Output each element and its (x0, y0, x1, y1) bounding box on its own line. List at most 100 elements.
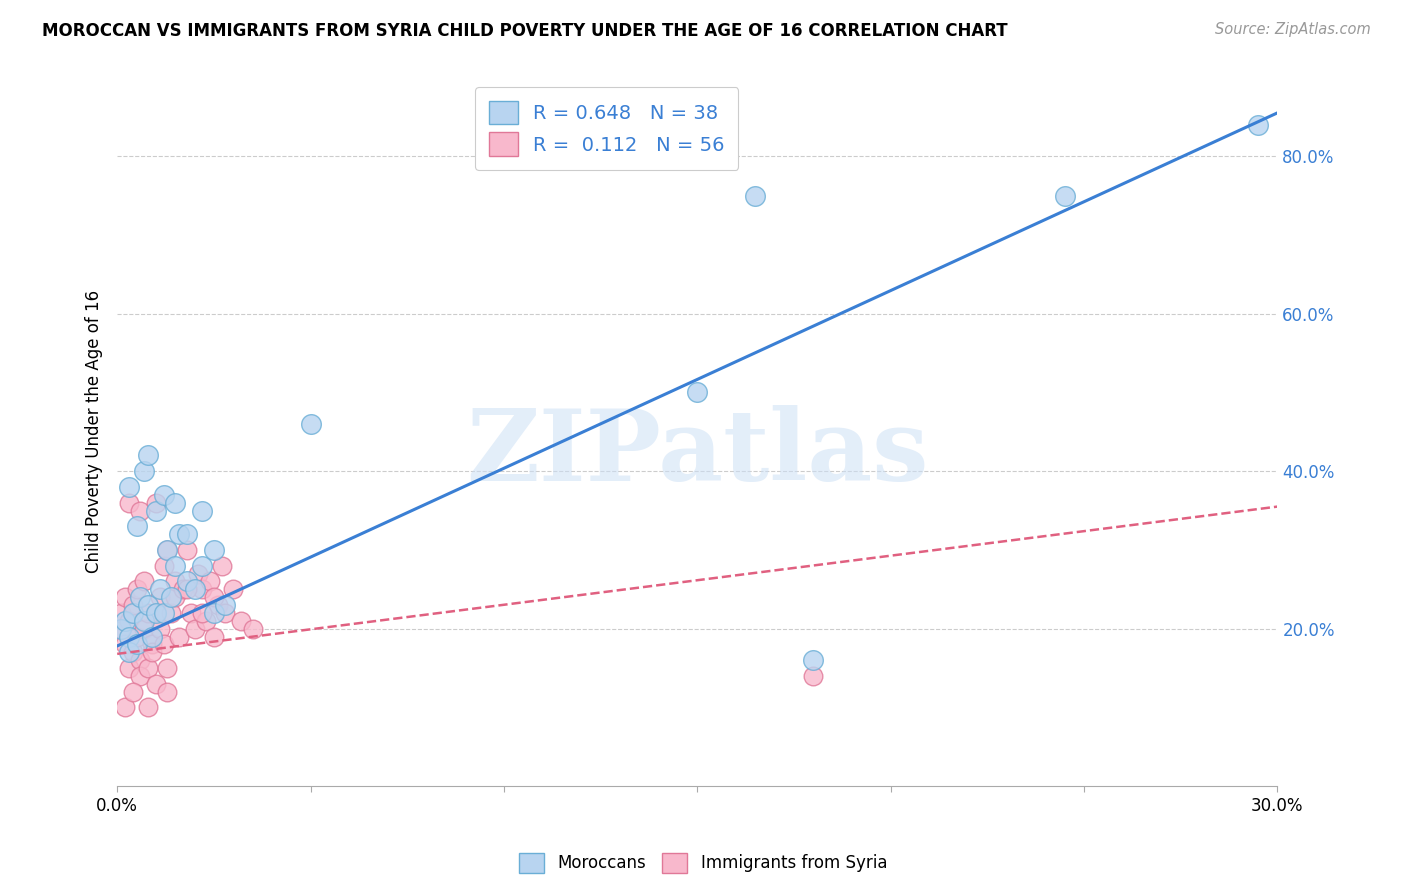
Point (152, 488, 174, 502)
Point (156, 542, 179, 557)
Point (1247, 118, 1270, 132)
Point (801, 669, 824, 683)
Point (686, 385, 709, 400)
Legend: Moroccans, Immigrants from Syria: Moroccans, Immigrants from Syria (512, 847, 894, 880)
Point (211, 558, 233, 573)
Point (187, 566, 209, 581)
Point (134, 464, 156, 478)
Point (141, 637, 163, 651)
Text: ZIPatlas: ZIPatlas (465, 405, 928, 501)
Point (110, 622, 132, 636)
Legend: R = 0.648   N = 38, R =  0.112   N = 56: R = 0.648 N = 38, R = 0.112 N = 56 (475, 87, 738, 169)
Point (299, 417, 322, 431)
Point (145, 677, 167, 691)
Point (118, 661, 141, 675)
Point (152, 558, 174, 573)
Point (202, 590, 225, 604)
Point (145, 496, 167, 510)
Point (202, 630, 225, 644)
Point (118, 496, 141, 510)
Text: MOROCCAN VS IMMIGRANTS FROM SYRIA CHILD POVERTY UNDER THE AGE OF 16 CORRELATION : MOROCCAN VS IMMIGRANTS FROM SYRIA CHILD … (42, 22, 1008, 40)
Point (136, 606, 159, 620)
Point (165, 590, 187, 604)
Point (129, 669, 152, 683)
Point (183, 622, 205, 636)
Y-axis label: Child Poverty Under the Age of 16: Child Poverty Under the Age of 16 (86, 290, 103, 574)
Point (214, 606, 236, 620)
Point (149, 590, 172, 604)
Point (207, 598, 229, 612)
Point (110, 606, 132, 620)
Point (136, 598, 159, 612)
Point (156, 661, 179, 675)
Point (191, 558, 214, 573)
Point (121, 684, 143, 698)
Point (191, 503, 214, 517)
Point (176, 582, 198, 597)
Point (125, 519, 148, 533)
Point (136, 700, 159, 714)
Point (156, 684, 179, 698)
Point (134, 622, 156, 636)
Point (165, 574, 187, 589)
Point (214, 598, 236, 612)
Point (114, 637, 136, 651)
Point (167, 630, 190, 644)
Point (136, 661, 159, 675)
Point (801, 653, 824, 667)
Text: Source: ZipAtlas.com: Source: ZipAtlas.com (1215, 22, 1371, 37)
Point (121, 606, 143, 620)
Point (110, 622, 132, 636)
Point (141, 630, 163, 644)
Point (160, 590, 183, 604)
Point (183, 582, 205, 597)
Point (744, 188, 766, 202)
Point (145, 503, 167, 517)
Point (118, 480, 141, 494)
Point (191, 582, 214, 597)
Point (134, 574, 156, 589)
Point (118, 630, 141, 644)
Point (129, 590, 152, 604)
Point (129, 503, 152, 517)
Point (165, 496, 187, 510)
Point (242, 622, 264, 636)
Point (229, 614, 252, 628)
Point (118, 645, 141, 659)
Point (198, 574, 221, 589)
Point (167, 527, 190, 541)
Point (165, 558, 187, 573)
Point (141, 645, 163, 659)
Point (152, 637, 174, 651)
Point (136, 449, 159, 463)
Point (152, 606, 174, 620)
Point (176, 527, 198, 541)
Point (191, 606, 214, 620)
Point (145, 606, 167, 620)
Point (129, 653, 152, 667)
Point (176, 542, 198, 557)
Point (114, 614, 136, 628)
Point (134, 614, 156, 628)
Point (202, 606, 225, 620)
Point (149, 622, 172, 636)
Point (145, 606, 167, 620)
Point (125, 637, 148, 651)
Point (172, 582, 194, 597)
Point (114, 700, 136, 714)
Point (202, 542, 225, 557)
Point (180, 606, 202, 620)
Point (118, 614, 141, 628)
Point (114, 590, 136, 604)
Point (149, 582, 172, 597)
Point (222, 582, 245, 597)
Point (160, 606, 183, 620)
Point (156, 542, 179, 557)
Point (1053, 188, 1076, 202)
Point (195, 614, 218, 628)
Point (125, 630, 148, 644)
Point (121, 645, 143, 659)
Point (121, 598, 143, 612)
Point (176, 574, 198, 589)
Point (125, 582, 148, 597)
